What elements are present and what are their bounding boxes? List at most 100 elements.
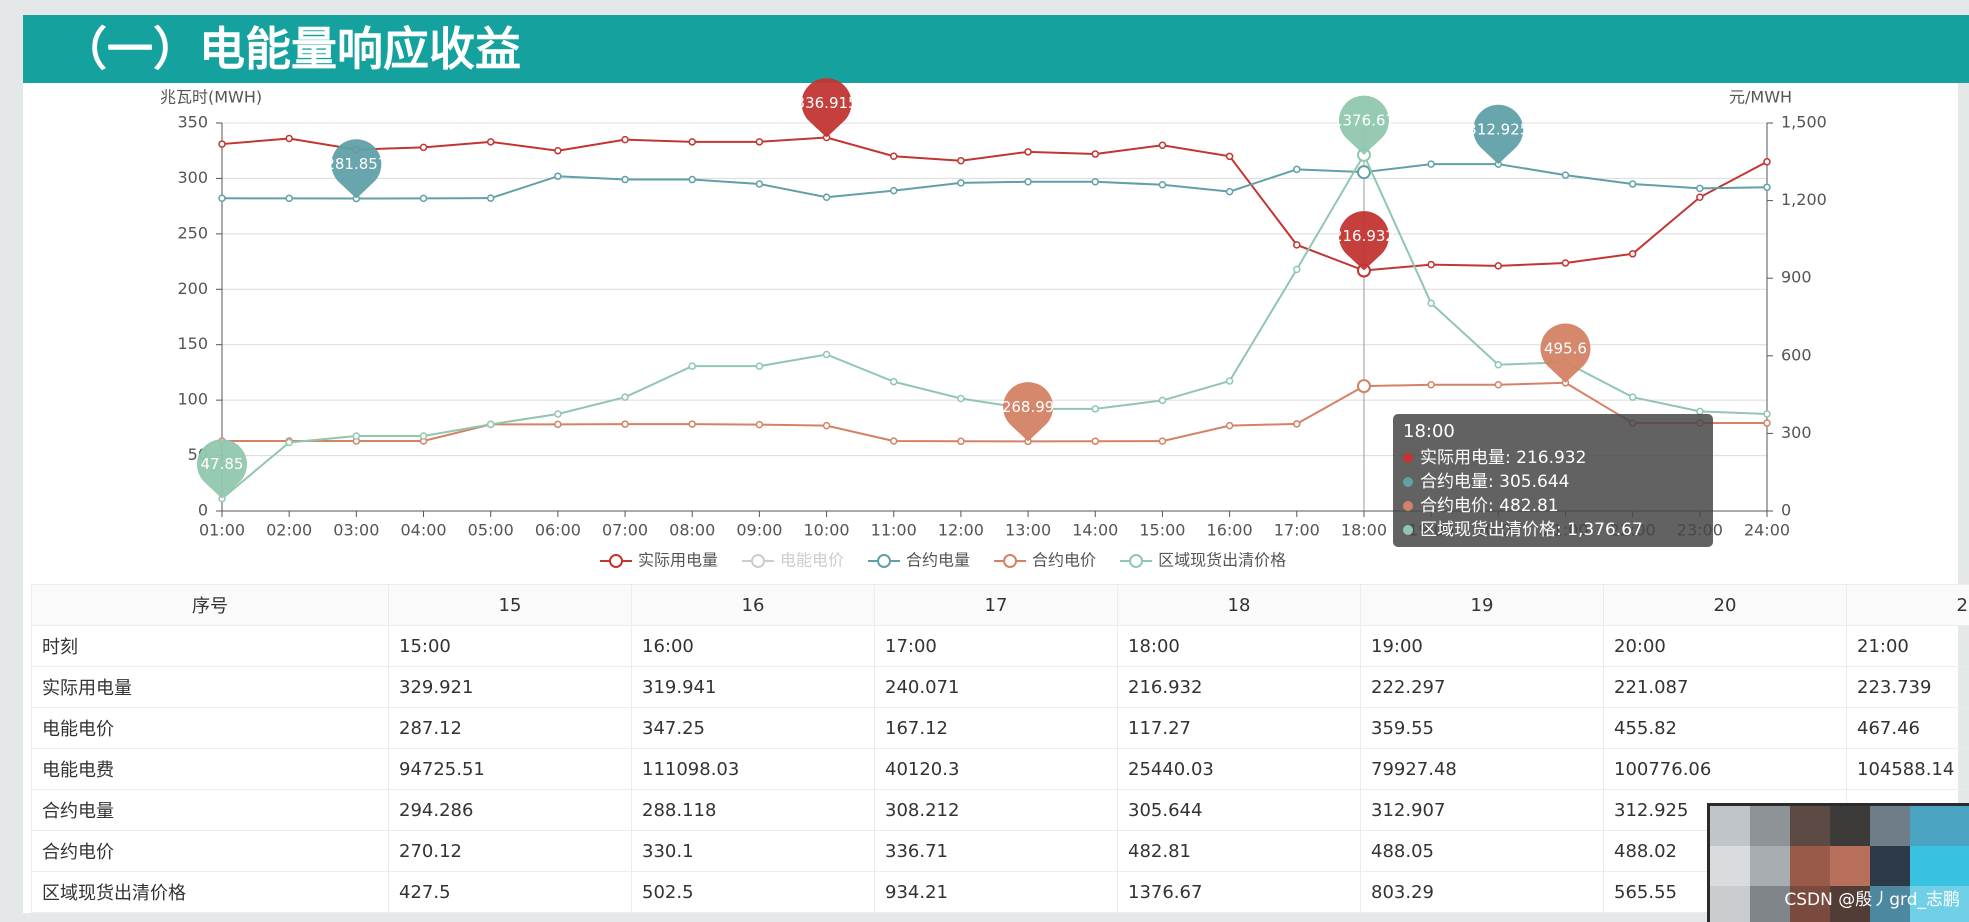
data-point <box>1225 152 1234 161</box>
table-cell: 803.29 <box>1360 871 1604 913</box>
y-tick-label: 350 <box>177 113 208 132</box>
data-point <box>419 143 428 152</box>
data-point <box>1696 407 1704 416</box>
data-point <box>419 194 428 203</box>
data-point <box>1225 421 1234 430</box>
legend-label: 区域现货出清价格 <box>1158 551 1286 570</box>
table-cell: 117.27 <box>1117 707 1361 749</box>
x-tick-label: 18:00 <box>1341 521 1387 540</box>
data-point <box>755 180 764 188</box>
data-point <box>285 438 293 447</box>
table-cell: 40120.3 <box>874 748 1118 790</box>
y2-tick-label: 300 <box>1781 423 1812 442</box>
tooltip-item: 合约电价: 482.81 <box>1420 496 1559 516</box>
table-cell: 17 <box>874 584 1118 626</box>
table-cell: 19:00 <box>1360 625 1604 667</box>
data-point <box>1494 381 1503 389</box>
mark-pin-label: 336.915 <box>796 94 858 112</box>
data-point <box>1763 183 1771 192</box>
table-cell: 359.55 <box>1360 707 1604 749</box>
data-point <box>957 437 965 446</box>
y2-tick-label: 1,500 <box>1781 113 1827 132</box>
mark-pin <box>1003 382 1054 442</box>
data-point <box>621 420 629 428</box>
tooltip-box <box>1393 414 1713 547</box>
mark-pin <box>196 439 247 499</box>
data-point <box>755 362 764 370</box>
table-cell: 合约电价 <box>31 830 389 872</box>
data-point <box>1024 178 1032 186</box>
table-container: 序号15161718192021时刻15:0016:0017:0018:0019… <box>31 584 1969 914</box>
table-row: 序号15161718192021 <box>31 584 1969 626</box>
x-tick-label: 03:00 <box>333 521 379 540</box>
data-point <box>1696 184 1704 193</box>
data-point <box>1763 158 1771 166</box>
data-point <box>688 420 696 428</box>
data-point <box>1293 265 1301 274</box>
table-cell: 427.5 <box>388 871 632 913</box>
table-cell: 482.81 <box>1117 830 1361 872</box>
table-cell: 电能电费 <box>31 748 389 790</box>
y2-axis-label: 元/MWH <box>1729 88 1792 107</box>
mark-pin <box>1338 211 1389 271</box>
y2-tick-label: 900 <box>1781 268 1812 287</box>
mark-pin-label: 281.857 <box>325 155 387 173</box>
table-cell: 288.118 <box>631 789 875 831</box>
table-cell: 305.644 <box>1117 789 1361 831</box>
x-tick-label: 11:00 <box>871 521 917 540</box>
data-point <box>1158 181 1167 189</box>
table-cell: 15:00 <box>388 625 632 667</box>
mark-pin-label: 312.925 <box>1467 121 1529 139</box>
data-point <box>822 193 831 202</box>
table-cell: 19 <box>1360 584 1604 626</box>
x-tick-label: 16:00 <box>1207 521 1253 540</box>
table-cell: 455.82 <box>1603 707 1847 749</box>
data-point <box>957 394 965 403</box>
table-cell: 16:00 <box>631 625 875 667</box>
series-line <box>221 163 1768 200</box>
table-cell: 区域现货出清价格 <box>31 871 389 913</box>
table-cell: 111098.03 <box>631 748 875 790</box>
table-cell: 序号 <box>31 584 389 626</box>
data-point <box>352 432 361 440</box>
table-cell: 79927.48 <box>1360 748 1604 790</box>
data-point <box>218 194 226 203</box>
y-tick-label: 150 <box>177 334 208 353</box>
table-cell: 104588.14 <box>1846 748 1969 790</box>
table-cell: 实际用电量 <box>31 666 389 708</box>
data-point <box>486 420 495 429</box>
y2-tick-label: 1,200 <box>1781 190 1827 209</box>
table-cell: 100776.06 <box>1603 748 1847 790</box>
y2-tick-label: 0 <box>1781 501 1791 520</box>
mark-pin-label: 268.99 <box>1002 398 1055 416</box>
x-tick-label: 15:00 <box>1139 521 1185 540</box>
table-cell: 495.6 <box>1846 830 1969 872</box>
table-cell: 16 <box>631 584 875 626</box>
data-point <box>889 437 898 445</box>
table-cell: 330.1 <box>631 830 875 872</box>
data-point <box>755 420 764 429</box>
data-point <box>1494 360 1503 369</box>
table-row: 合约电量 294.286 288.118 308.212 305.644 312.907 3… <box>31 789 1969 831</box>
data-point <box>755 138 764 146</box>
table-cell: 312.925 <box>1603 789 1847 831</box>
tooltip-dot <box>1403 501 1413 511</box>
tooltip-item: 合约电量: 305.644 <box>1420 472 1569 492</box>
tooltip-item: 区域现货出清价格: 1,376.67 <box>1420 520 1643 540</box>
data-point <box>554 410 562 418</box>
x-tick-label: 12:00 <box>938 521 984 540</box>
x-tick-label: 02:00 <box>266 521 312 540</box>
table-cell: 1376.67 <box>1117 871 1361 913</box>
table-cell: 合约电量 <box>31 789 389 831</box>
data-point <box>554 146 562 155</box>
mark-pin <box>1338 95 1389 155</box>
table-cell: 20 <box>1603 584 1847 626</box>
title-bar: （一）电能量响应收益 <box>23 15 1969 83</box>
data-point <box>621 135 629 144</box>
mark-pin-label: 216.932 <box>1333 227 1395 245</box>
table-cell: 294.286 <box>388 789 632 831</box>
y-tick-label: 250 <box>177 223 208 242</box>
data-point <box>957 156 965 165</box>
